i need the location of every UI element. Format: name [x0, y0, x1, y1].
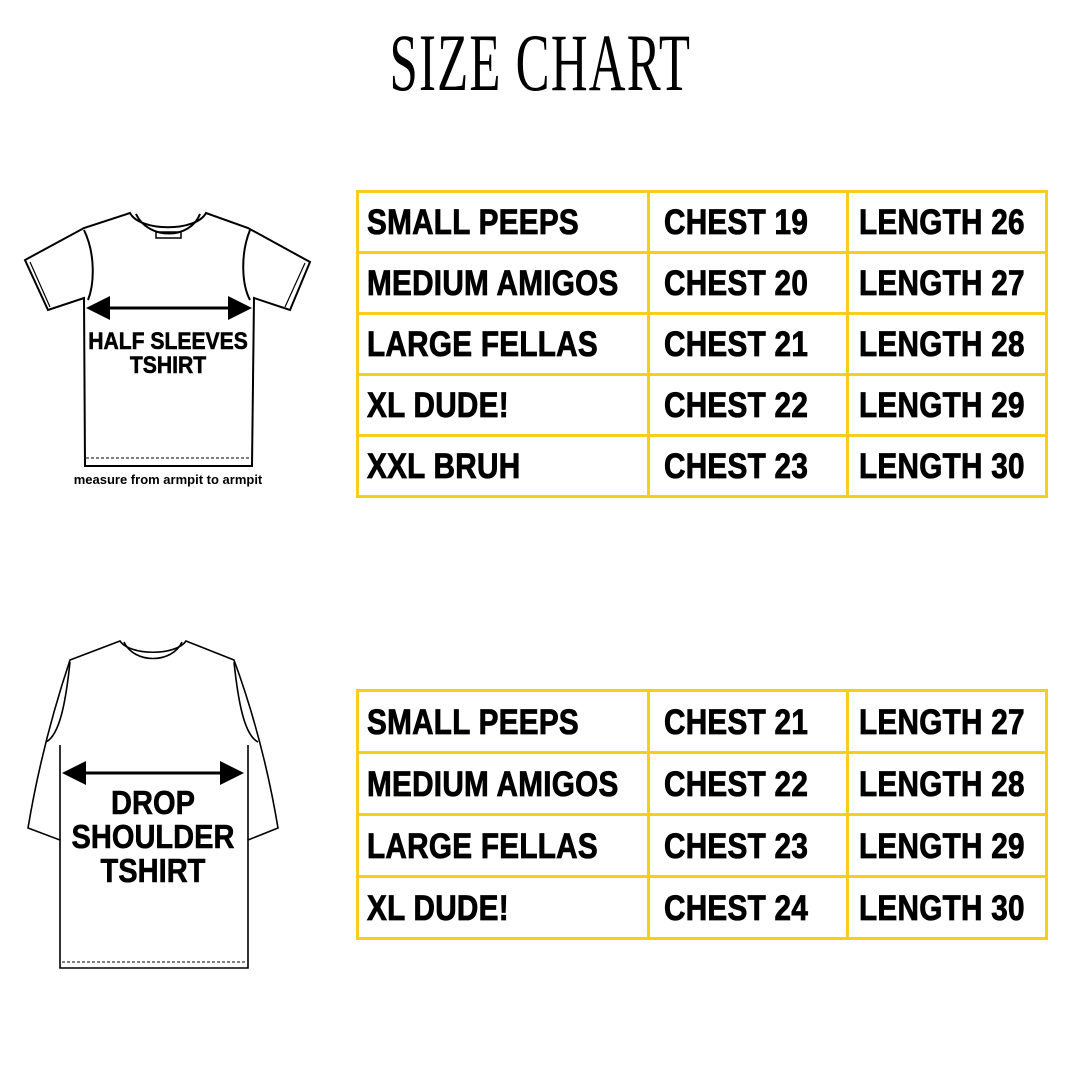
cell-chest: CHEST 22	[646, 373, 849, 437]
chest-text: CHEST 21	[663, 700, 808, 742]
cell-size-name: SMALL PEEPS	[356, 190, 650, 254]
chest-text: CHEST 22	[663, 762, 808, 804]
cell-chest: CHEST 21	[646, 312, 849, 376]
table-row: MEDIUM AMIGOS CHEST 20 LENGTH 27	[356, 251, 1048, 315]
cell-size-name: MEDIUM AMIGOS	[356, 251, 650, 315]
table-row: LARGE FELLAS CHEST 23 LENGTH 29	[356, 813, 1048, 878]
chest-text: CHEST 24	[663, 886, 808, 928]
cell-length: LENGTH 30	[845, 875, 1048, 940]
table-row: LARGE FELLAS CHEST 21 LENGTH 28	[356, 312, 1048, 376]
table-row: XL DUDE! CHEST 24 LENGTH 30	[356, 875, 1048, 940]
length-text: LENGTH 29	[858, 824, 1025, 866]
cell-chest: CHEST 24	[646, 875, 849, 940]
cell-chest: CHEST 22	[646, 751, 849, 816]
cell-size-name: LARGE FELLAS	[356, 312, 650, 376]
cell-size-name: XL DUDE!	[356, 875, 650, 940]
cell-length: LENGTH 29	[845, 813, 1048, 878]
size-name-text: XL DUDE!	[367, 886, 509, 928]
size-name-text: MEDIUM AMIGOS	[367, 262, 619, 303]
cell-chest: CHEST 21	[646, 689, 849, 754]
cell-chest: CHEST 19	[646, 190, 849, 254]
table-row: XXL BRUH CHEST 23 LENGTH 30	[356, 434, 1048, 498]
cell-chest: CHEST 23	[646, 434, 849, 498]
size-name-text: SMALL PEEPS	[367, 201, 580, 242]
cell-size-name: SMALL PEEPS	[356, 689, 650, 754]
table-row: SMALL PEEPS CHEST 21 LENGTH 27	[356, 689, 1048, 754]
size-name-text: XXL BRUH	[367, 445, 521, 486]
cell-size-name: XXL BRUH	[356, 434, 650, 498]
length-text: LENGTH 27	[858, 262, 1025, 303]
chest-text: CHEST 19	[663, 201, 808, 242]
chest-text: CHEST 22	[663, 384, 808, 425]
measure-caption: measure from armpit to armpit	[73, 472, 263, 487]
cell-length: LENGTH 27	[845, 689, 1048, 754]
cell-length: LENGTH 28	[845, 751, 1048, 816]
table-row: XL DUDE! CHEST 22 LENGTH 29	[356, 373, 1048, 437]
cell-length: LENGTH 27	[845, 251, 1048, 315]
cell-length: LENGTH 29	[845, 373, 1048, 437]
drop-shoulder-label: DROP SHOULDER TSHIRT	[71, 784, 235, 889]
cell-length: LENGTH 28	[845, 312, 1048, 376]
cell-size-name: XL DUDE!	[356, 373, 650, 437]
size-name-text: LARGE FELLAS	[367, 824, 598, 866]
half-sleeves-tshirt-icon	[23, 211, 312, 467]
drop-shoulder-size-table: SMALL PEEPS CHEST 21 LENGTH 27 MEDIUM AMIGO…	[356, 689, 1048, 940]
length-text: LENGTH 27	[858, 700, 1025, 742]
cell-size-name: LARGE FELLAS	[356, 813, 650, 878]
chest-text: CHEST 20	[663, 262, 808, 303]
table-row: MEDIUM AMIGOS CHEST 22 LENGTH 28	[356, 751, 1048, 816]
chest-text: CHEST 21	[663, 323, 808, 364]
cell-chest: CHEST 23	[646, 813, 849, 878]
cell-length: LENGTH 26	[845, 190, 1048, 254]
length-text: LENGTH 28	[858, 323, 1025, 364]
cell-size-name: MEDIUM AMIGOS	[356, 751, 650, 816]
length-text: LENGTH 30	[858, 445, 1025, 486]
size-name-text: MEDIUM AMIGOS	[367, 762, 619, 804]
cell-length: LENGTH 30	[845, 434, 1048, 498]
chest-text: CHEST 23	[663, 445, 808, 486]
chest-text: CHEST 23	[663, 824, 808, 866]
half-sleeves-label: HALF SLEEVES TSHIRT	[88, 328, 248, 379]
length-text: LENGTH 29	[858, 384, 1025, 425]
half-sleeves-size-table: SMALL PEEPS CHEST 19 LENGTH 26 MEDIUM AMIGO…	[356, 190, 1048, 498]
cell-chest: CHEST 20	[646, 251, 849, 315]
length-text: LENGTH 28	[858, 762, 1025, 804]
size-name-text: SMALL PEEPS	[367, 700, 580, 742]
length-text: LENGTH 30	[858, 886, 1025, 928]
size-name-text: XL DUDE!	[367, 384, 509, 425]
size-name-text: LARGE FELLAS	[367, 323, 598, 364]
length-text: LENGTH 26	[858, 201, 1025, 242]
drop-shoulder-tshirt-icon	[27, 640, 279, 969]
table-row: SMALL PEEPS CHEST 19 LENGTH 26	[356, 190, 1048, 254]
page-title: SIZE CHART	[389, 17, 691, 108]
